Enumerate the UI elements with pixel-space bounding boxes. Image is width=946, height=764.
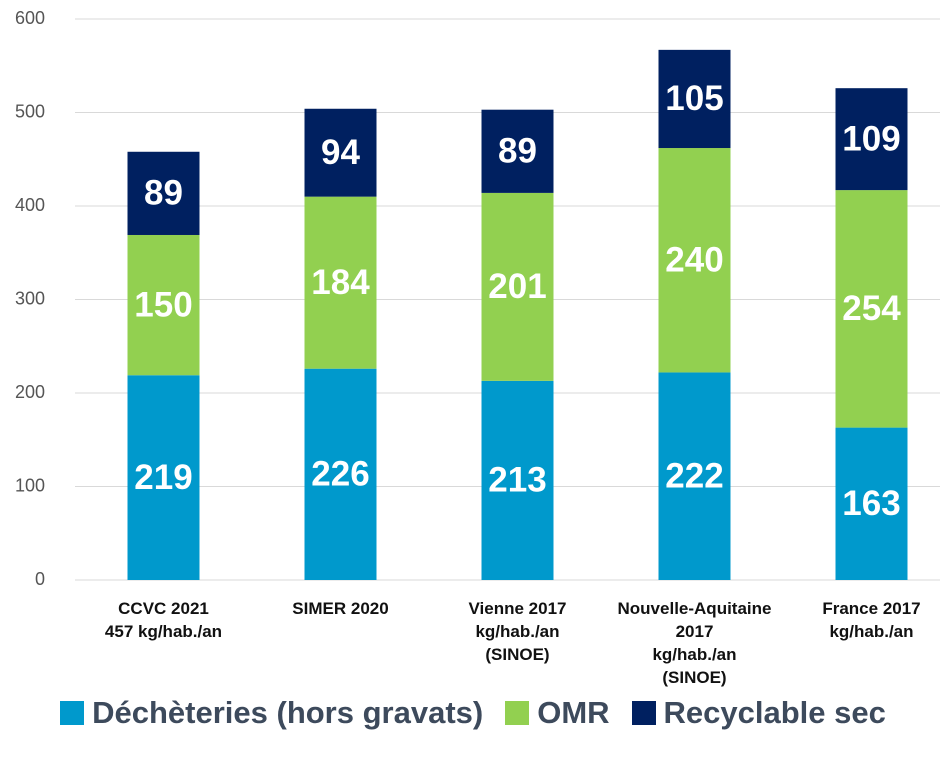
data-label: 150 — [134, 285, 192, 324]
bar-segment — [127, 375, 200, 580]
bar-segment — [304, 108, 377, 197]
legend-label: Déchèteries (hors gravats) — [92, 695, 484, 730]
bar-segment — [658, 49, 731, 149]
data-label: 105 — [665, 79, 723, 118]
y-tick-label: 0 — [35, 569, 45, 589]
legend-swatch — [505, 701, 530, 725]
data-label: 94 — [321, 133, 360, 172]
legend-label: Recyclable sec — [663, 695, 886, 730]
data-label: 219 — [134, 458, 192, 497]
y-tick-label: 300 — [15, 288, 45, 308]
x-tick-label: CCVC 2021 457 kg/hab./an — [104, 599, 223, 641]
bar-segment — [127, 234, 200, 376]
legend: Déchèteries (hors gravats) OMR Recyclable … — [0, 695, 946, 731]
data-label: 213 — [488, 461, 546, 500]
data-label: 109 — [842, 119, 900, 158]
data-label: 222 — [665, 456, 723, 495]
y-tick-label: 500 — [15, 101, 45, 121]
bar-segment — [658, 148, 731, 373]
data-label: 201 — [488, 267, 546, 306]
bar-segment — [835, 190, 908, 428]
bar-segment — [304, 368, 377, 580]
bar-segment — [658, 372, 731, 580]
data-label: 184 — [311, 263, 370, 302]
legend-swatch — [631, 701, 656, 725]
bar-segment — [481, 192, 554, 381]
legend-swatch — [60, 701, 85, 725]
legend-label: OMR — [537, 695, 610, 730]
y-tick-label: 600 — [15, 8, 45, 28]
bar-segment — [304, 196, 377, 369]
data-label: 89 — [144, 174, 183, 213]
data-label: 163 — [842, 484, 900, 523]
x-tick-label: France 2017 kg/hab./an — [822, 599, 921, 641]
data-label: 89 — [498, 132, 537, 171]
bar-segment — [127, 151, 200, 235]
legend-item: Déchèteries (hors gravats) — [60, 695, 483, 731]
y-tick-label: 200 — [15, 382, 45, 402]
data-label: 240 — [665, 240, 723, 279]
y-tick-label: 400 — [15, 195, 45, 215]
x-tick-label: Nouvelle-Aquitaine 2017 kg/hab./an (SINO… — [617, 599, 772, 687]
bar-segment — [835, 88, 908, 191]
bar-segment — [481, 109, 554, 193]
data-label: 226 — [311, 455, 369, 494]
plot-area: 0 100 200 300 400 500 600 219 150 89 226 184 94 213 20… — [15, 8, 940, 589]
legend-item: OMR — [505, 695, 610, 731]
data-label: 254 — [842, 289, 901, 328]
x-tick-label: Vienne 2017 kg/hab./an (SINOE) — [468, 599, 567, 664]
bar-segment — [481, 380, 554, 580]
legend-item: Recyclable sec — [631, 695, 886, 731]
y-tick-label: 100 — [15, 475, 45, 495]
x-tick-label: SIMER 2020 — [292, 599, 389, 618]
bar-segment — [835, 427, 908, 580]
